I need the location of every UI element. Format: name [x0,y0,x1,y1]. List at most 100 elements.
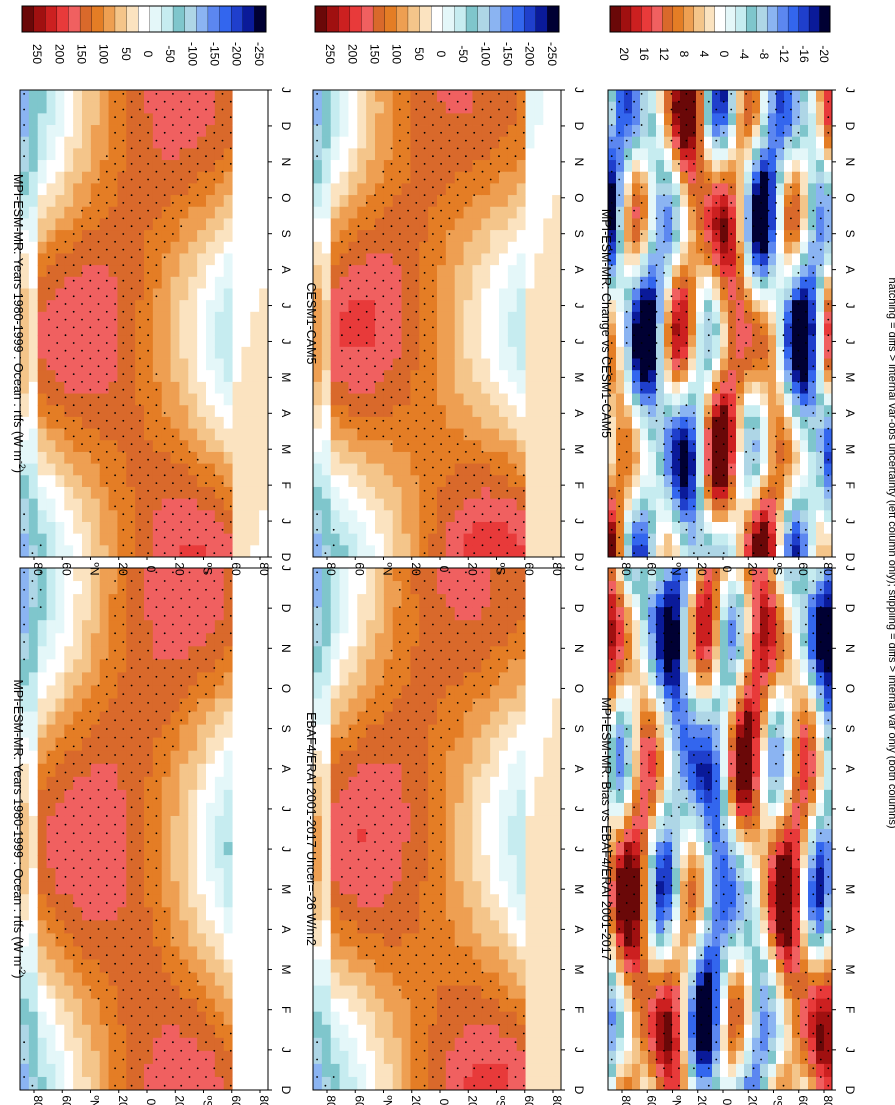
heatmap-cell [241,776,251,791]
stipple-dot [365,954,368,957]
stipple-dot [147,928,150,930]
heatmap-cell [525,1076,535,1091]
stipple-dot [31,552,34,554]
heatmap-cell [472,646,482,660]
lat-tick-label: 60 [59,1095,73,1105]
stipple-dot [196,100,199,103]
heatmap-cell [223,265,233,278]
heatmap-cell [392,985,402,1000]
heatmap-cell [73,463,83,476]
heatmap-cell [82,370,92,383]
heatmap-cell [366,1024,376,1039]
heatmap-cell [313,311,323,324]
heatmap-cell [170,698,180,712]
heatmap-cell [437,972,447,986]
time-tick-label: M [572,965,586,975]
stipple-dot [522,1032,525,1035]
heatmap-cell [108,265,118,278]
heatmap-cell [392,815,402,830]
stipple-dot [139,1041,141,1044]
heatmap-cell [357,633,367,647]
heatmap-cell [117,920,127,934]
heatmap-cell [366,724,376,739]
heatmap-cell [223,498,233,511]
heatmap-cell [516,659,526,673]
stipple-dot [139,658,141,661]
heatmap-cell [241,370,251,383]
heatmap-cell [206,972,216,986]
heatmap-cell [250,370,260,383]
heatmap-cell [46,998,56,1013]
heatmap-cell [366,946,376,960]
heatmap-cell [126,381,136,394]
stipple-dot [39,544,42,547]
heatmap-cell [170,933,180,947]
stipple-dot [130,684,133,687]
heatmap-cell [161,959,171,973]
stipple-dot [139,202,141,204]
time-tick-label: D [279,1086,293,1095]
heatmap-cell [73,288,83,301]
heatmap-cell [206,288,216,301]
heatmap-cell [241,311,251,324]
heatmap-cell [313,907,323,921]
stipple-dot [139,466,141,469]
heatmap-cell [46,101,56,114]
time-tick-label: J [279,565,293,571]
heatmap-cell [82,136,92,149]
heatmap-cell [161,381,171,394]
heatmap-cell [161,998,171,1013]
stipple-dot [81,334,83,337]
colorbar-tick-label: 100 [97,44,111,64]
heatmap-cell [64,737,74,752]
panel-title-text: MPI-ESM-MR: Years 1980-1999 : Ocean : rt… [11,174,25,461]
heatmap-cell [90,685,101,699]
time-tick-label: O [572,684,586,693]
heatmap-cell [37,218,47,231]
heatmap-cell [135,698,145,712]
heatmap-cell [90,737,101,752]
heatmap-cell [454,750,464,765]
stipple-dot [130,427,133,430]
heatmap-cell [223,533,233,546]
heatmap-cell [64,672,74,686]
heatmap-cell [206,881,216,895]
heatmap-cell [366,1076,376,1091]
stipple-dot [229,505,232,508]
stipple-dot [357,893,360,896]
heatmap-cell [90,230,101,243]
heatmap-cell [179,907,189,921]
heatmap-cell [188,894,198,908]
heatmap-cell [117,894,127,908]
stipple-dot [122,902,125,904]
stipple-dot [56,762,59,765]
heatmap-cell [259,724,269,739]
heatmap-cell [126,288,136,301]
heatmap-cell [37,1011,47,1026]
heatmap-cell [117,241,127,254]
heatmap-cell [90,183,101,196]
heatmap-cell [108,724,118,739]
stipple-dot [196,178,199,181]
heatmap-cell [410,672,420,686]
heatmap-cell [170,288,180,301]
heatmap-cell [437,1024,447,1039]
stipple-dot [64,427,67,430]
heatmap-cell [321,160,332,173]
heatmap-cell [516,1076,526,1091]
heatmap-cell [126,881,136,895]
heatmap-cell [321,711,332,725]
heatmap-cell [259,510,269,523]
heatmap-cell [250,533,260,546]
heatmap-cell [197,230,207,243]
stipple-dot [172,124,174,126]
stipple-dot [489,649,492,652]
heatmap-cell [250,959,260,973]
heatmap-cell [99,101,109,114]
heatmap-cell [463,607,473,621]
stipple-dot [456,962,459,965]
heatmap-cell [108,659,118,673]
heatmap-cell [188,933,198,947]
stipple-dot [440,1084,442,1087]
heatmap-cell [348,750,358,765]
